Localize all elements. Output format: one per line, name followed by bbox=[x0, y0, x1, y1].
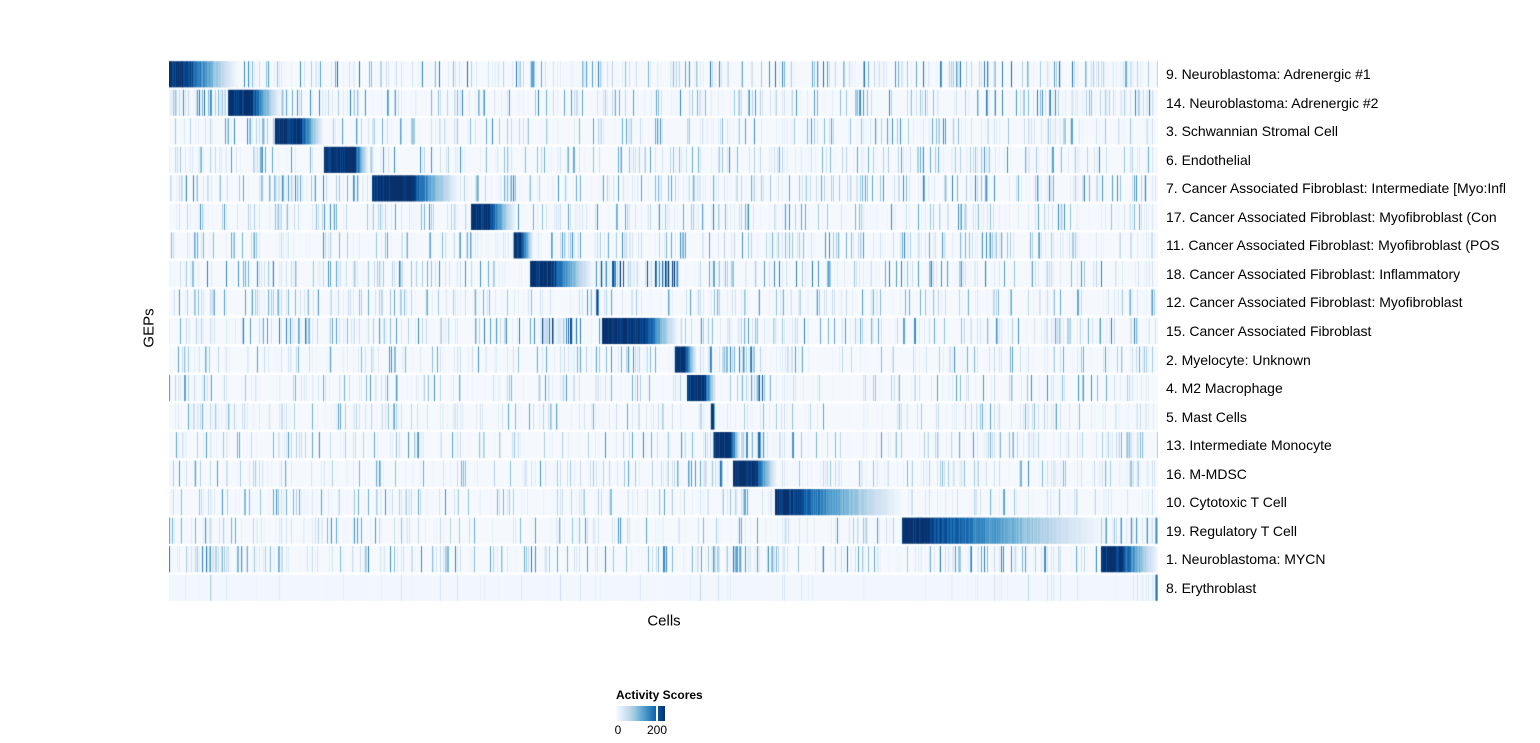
row-label: 4. M2 Macrophage bbox=[1166, 380, 1283, 397]
row-label: 18. Cancer Associated Fibroblast: Inflam… bbox=[1166, 265, 1461, 282]
row-label: 6. Endothelial bbox=[1166, 151, 1251, 168]
row-label: 3. Schwannian Stromal Cell bbox=[1166, 123, 1338, 140]
row-label: 14. Neuroblastoma: Adrenergic #2 bbox=[1166, 94, 1379, 111]
row-label: 12. Cancer Associated Fibroblast: Myofib… bbox=[1166, 294, 1463, 311]
legend-tick-label: 200 bbox=[646, 723, 668, 737]
row-label: 1. Neuroblastoma: MYCN bbox=[1166, 551, 1326, 568]
legend-min-label: 0 bbox=[614, 723, 622, 737]
row-label: 5. Mast Cells bbox=[1166, 408, 1247, 425]
legend-tick-mark bbox=[656, 706, 658, 721]
legend-title: Activity Scores bbox=[616, 688, 703, 702]
activity-scores-legend: Activity Scores 0 200 bbox=[614, 688, 876, 737]
x-axis-label: Cells bbox=[647, 612, 681, 630]
row-label: 11. Cancer Associated Fibroblast: Myofib… bbox=[1166, 237, 1500, 254]
row-label: 9. Neuroblastoma: Adrenergic #1 bbox=[1166, 66, 1371, 83]
row-label: 17. Cancer Associated Fibroblast: Myofib… bbox=[1166, 208, 1497, 225]
row-label: 2. Myelocyte: Unknown bbox=[1166, 351, 1311, 368]
row-label: 13. Intermediate Monocyte bbox=[1166, 437, 1332, 454]
row-label: 8. Erythroblast bbox=[1166, 579, 1257, 596]
heatmap-canvas bbox=[169, 60, 1158, 602]
row-label: 7. Cancer Associated Fibroblast: Interme… bbox=[1166, 180, 1507, 197]
row-label: 19. Regulatory T Cell bbox=[1166, 522, 1297, 539]
legend-tick-labels: 0 200 bbox=[614, 723, 696, 737]
row-label: 15. Cancer Associated Fibroblast bbox=[1166, 323, 1372, 339]
legend-gradient-bar bbox=[616, 706, 665, 721]
row-label: 16. M-MDSC bbox=[1166, 465, 1247, 482]
y-axis-label: GEPs bbox=[140, 308, 158, 348]
row-label: 10. Cytotoxic T Cell bbox=[1166, 494, 1287, 511]
